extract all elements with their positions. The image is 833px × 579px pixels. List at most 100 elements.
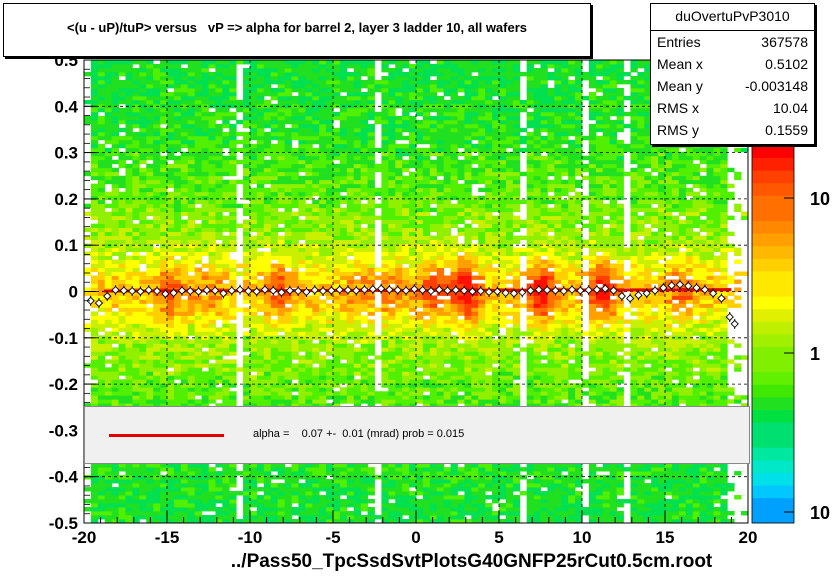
heatmap-cell bbox=[409, 367, 417, 372]
heatmap-cell bbox=[319, 463, 327, 468]
heatmap-cell bbox=[319, 387, 327, 392]
heatmap-cell bbox=[167, 395, 175, 400]
heatmap-cell bbox=[222, 60, 230, 65]
heatmap-cell bbox=[208, 63, 216, 69]
heatmap-cell bbox=[298, 71, 306, 77]
heatmap-cell bbox=[208, 347, 216, 352]
heatmap-cell bbox=[194, 315, 202, 320]
heatmap-cell bbox=[250, 60, 258, 65]
heatmap-cell bbox=[132, 503, 140, 508]
heatmap-cell bbox=[333, 347, 341, 352]
heatmap-cell bbox=[160, 399, 168, 404]
heatmap-cell bbox=[277, 499, 285, 504]
heatmap-cell bbox=[312, 267, 320, 272]
heatmap-cell bbox=[367, 163, 375, 169]
heatmap-cell bbox=[111, 75, 119, 81]
heatmap-cell bbox=[222, 247, 230, 252]
heatmap-cell bbox=[305, 395, 313, 400]
heatmap-cell bbox=[153, 227, 161, 233]
heatmap-cell bbox=[263, 511, 272, 516]
heatmap-cell bbox=[125, 147, 133, 153]
heatmap-cell bbox=[333, 307, 341, 312]
heatmap-cell bbox=[208, 191, 216, 197]
heatmap-cell bbox=[111, 359, 119, 364]
heatmap-cell bbox=[208, 271, 216, 276]
heatmap-cell bbox=[215, 463, 223, 468]
heatmap-cell bbox=[326, 279, 334, 284]
heatmap-cell bbox=[319, 179, 327, 185]
heatmap-cell bbox=[139, 243, 147, 248]
heatmap-cell bbox=[319, 139, 327, 145]
heatmap-cell bbox=[215, 127, 223, 133]
heatmap-cell bbox=[353, 267, 362, 272]
heatmap-cell bbox=[243, 195, 251, 201]
heatmap-cell bbox=[395, 223, 403, 229]
heatmap-cell bbox=[118, 499, 126, 504]
heatmap-cell bbox=[222, 303, 230, 308]
heatmap-cell bbox=[256, 319, 265, 324]
heatmap-cell bbox=[291, 343, 299, 348]
heatmap-cell bbox=[139, 143, 147, 149]
heatmap-cell bbox=[298, 255, 306, 260]
heatmap-cell bbox=[90, 155, 99, 161]
heatmap-cell bbox=[256, 255, 265, 260]
heatmap-cell bbox=[367, 219, 375, 225]
heatmap-cell bbox=[111, 79, 119, 85]
heatmap-cell bbox=[118, 127, 126, 133]
heatmap-cell bbox=[208, 503, 216, 508]
heatmap-cell bbox=[256, 143, 265, 149]
heatmap-cell bbox=[90, 251, 99, 256]
heatmap-cell bbox=[243, 107, 251, 113]
heatmap-cell bbox=[104, 383, 113, 388]
heatmap-cell bbox=[277, 507, 285, 512]
heatmap-cell bbox=[284, 299, 292, 304]
heatmap-cell bbox=[229, 91, 237, 97]
heatmap-cell bbox=[339, 115, 348, 121]
heatmap-cell bbox=[222, 83, 230, 89]
heatmap-cell bbox=[402, 195, 410, 201]
heatmap-cell bbox=[167, 115, 175, 121]
heatmap-cell bbox=[388, 131, 396, 137]
heatmap-cell bbox=[305, 267, 313, 272]
heatmap-cell bbox=[319, 155, 327, 161]
heatmap-cell bbox=[256, 127, 265, 133]
heatmap-cell bbox=[167, 303, 175, 308]
heatmap-cell bbox=[298, 179, 306, 185]
heatmap-cell bbox=[319, 119, 327, 125]
heatmap-cell bbox=[243, 67, 251, 73]
heatmap-cell bbox=[388, 383, 396, 388]
heatmap-cell bbox=[187, 383, 196, 388]
heatmap-cell bbox=[104, 519, 113, 524]
heatmap-cell bbox=[111, 143, 119, 149]
heatmap-cell bbox=[339, 307, 348, 312]
heatmap-cell bbox=[97, 231, 106, 237]
heatmap-cell bbox=[139, 75, 147, 81]
heatmap-cell bbox=[305, 343, 313, 348]
heatmap-cell bbox=[208, 495, 216, 500]
heatmap-cell bbox=[319, 367, 327, 372]
heatmap-cell bbox=[229, 243, 237, 248]
heatmap-cell bbox=[367, 335, 375, 340]
heatmap-cell bbox=[104, 343, 113, 348]
heatmap-cell bbox=[173, 327, 182, 332]
heatmap-cell bbox=[153, 139, 161, 145]
heatmap-cell bbox=[153, 315, 161, 320]
heatmap-cell bbox=[395, 355, 403, 360]
heatmap-cell bbox=[339, 499, 348, 504]
heatmap-cell bbox=[132, 487, 140, 492]
heatmap-cell bbox=[360, 375, 368, 380]
heatmap-cell bbox=[270, 359, 279, 364]
heatmap-cell bbox=[305, 371, 313, 376]
heatmap-cell bbox=[395, 60, 403, 65]
heatmap-cell bbox=[111, 115, 119, 121]
heatmap-cell bbox=[312, 279, 320, 284]
heatmap-cell bbox=[298, 163, 306, 169]
heatmap-cell bbox=[222, 163, 230, 169]
heatmap-cell bbox=[381, 299, 389, 304]
heatmap-cell bbox=[167, 71, 175, 77]
heatmap-cell bbox=[222, 275, 230, 280]
heatmap-cell bbox=[381, 247, 389, 252]
heatmap-cell bbox=[333, 235, 341, 241]
heatmap-cell bbox=[277, 239, 285, 244]
heatmap-cell bbox=[319, 171, 327, 177]
